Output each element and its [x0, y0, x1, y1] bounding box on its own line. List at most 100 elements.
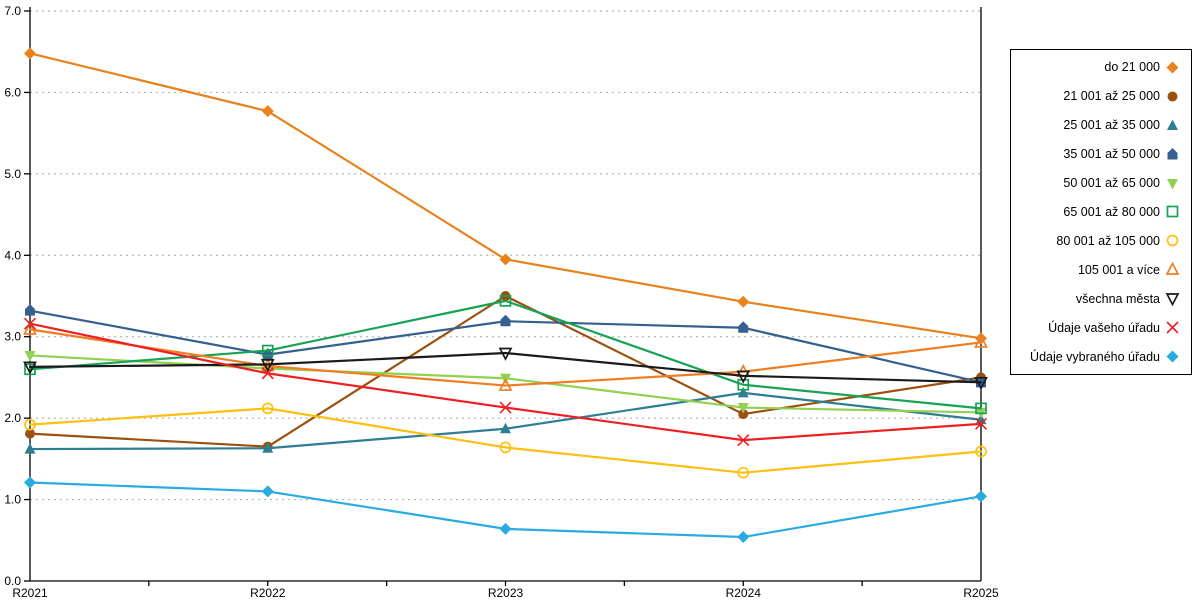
- series-4: [25, 304, 986, 388]
- data-point-marker: [261, 402, 274, 415]
- y-axis-tick-label: 6.0: [4, 85, 21, 99]
- data-point-marker: [24, 350, 36, 362]
- data-point-marker: [737, 403, 749, 414]
- y-axis-tick-label: 2.0: [4, 411, 21, 425]
- y-axis-tick-label: 0.0: [4, 574, 21, 588]
- data-point-marker: [736, 370, 751, 384]
- x-axis-tick-label: R2021: [12, 586, 48, 600]
- data-point-marker: [24, 418, 36, 431]
- legend-item-label: do 21 000: [1104, 60, 1160, 75]
- series-8: [23, 321, 988, 391]
- data-point-marker: [261, 105, 274, 118]
- series-10: [23, 317, 988, 447]
- series-3: [24, 386, 987, 454]
- data-point-marker: [499, 253, 512, 266]
- circle-marker-icon: [1166, 235, 1179, 247]
- data-point-marker: [262, 442, 274, 453]
- legend-item[interactable]: 80 001 až 105 000: [1011, 226, 1191, 255]
- legend-item-label: 21 001 až 25 000: [1063, 89, 1160, 104]
- data-point-marker: [23, 321, 37, 335]
- data-point-marker: [24, 443, 36, 454]
- x-axis-tick-label: R2024: [726, 586, 762, 600]
- legend-item[interactable]: 50 001 až 65 000: [1011, 169, 1191, 198]
- legend-marker-glyph: [1166, 61, 1179, 74]
- legend-marker-glyph: [1166, 235, 1179, 247]
- legend-item[interactable]: Údaje vybraného úřadu: [1011, 342, 1191, 371]
- data-point-marker: [24, 476, 36, 489]
- data-point-marker: [499, 522, 512, 535]
- data-point-marker: [24, 47, 36, 60]
- data-point-marker: [975, 490, 987, 503]
- legend-item-label: 80 001 až 105 000: [1056, 233, 1160, 248]
- data-point-marker: [737, 434, 750, 447]
- y-axis-tick-label: 3.0: [4, 330, 21, 344]
- data-point-marker: [500, 422, 511, 434]
- data-point-marker: [23, 361, 37, 375]
- data-point-marker: [737, 295, 750, 308]
- data-point-marker: [974, 417, 988, 430]
- y-axis-tick-label: 1.0: [4, 493, 21, 507]
- data-point-marker: [737, 386, 749, 398]
- data-point-marker: [499, 401, 512, 414]
- data-point-marker: [974, 376, 988, 391]
- series-11: [24, 476, 987, 544]
- square-marker-icon: [1166, 206, 1179, 218]
- diamond-marker-icon: [1166, 61, 1179, 74]
- legend-item[interactable]: všechna města: [1011, 284, 1191, 313]
- legend-item[interactable]: Údaje vašeho úřadu: [1011, 313, 1191, 342]
- series-7: [24, 402, 987, 479]
- data-point-marker: [261, 344, 274, 357]
- legend-item[interactable]: 25 001 až 35 000: [1011, 111, 1191, 140]
- data-point-marker: [974, 334, 988, 348]
- legend-marker-glyph: [1167, 91, 1178, 102]
- y-axis-tick-label: 7.0: [4, 4, 21, 18]
- legend-item[interactable]: 21 001 až 25 000: [1011, 82, 1191, 111]
- series-line: [28, 407, 983, 474]
- series-line: [28, 351, 983, 384]
- x-axis-tick-label: R2025: [963, 586, 999, 600]
- series-line: [28, 328, 983, 387]
- x-axis-tick-label: R2022: [250, 586, 286, 600]
- legend-item[interactable]: do 21 000: [1011, 53, 1191, 82]
- legend-item-label: 105 001 a více: [1077, 262, 1160, 277]
- legend-item-label: všechna města: [1075, 291, 1160, 306]
- triangle-down-marker-icon: [1165, 293, 1180, 307]
- data-point-marker: [23, 317, 37, 330]
- series-6: [24, 295, 987, 415]
- data-point-marker: [738, 409, 749, 420]
- legend-marker-glyph: [1165, 293, 1180, 307]
- legend-item-label: 35 001 až 50 000: [1063, 147, 1160, 162]
- legend-marker-glyph: [1166, 350, 1179, 363]
- legend-item-label: 65 001 až 80 000: [1063, 204, 1160, 219]
- data-point-marker: [498, 347, 513, 361]
- triangle-up-marker-icon: [1165, 262, 1180, 276]
- data-point-marker: [737, 466, 750, 479]
- legend-item[interactable]: 105 001 a více: [1011, 255, 1191, 284]
- triangle-up-marker-icon: [1167, 119, 1178, 130]
- legend-item-label: Údaje vašeho úřadu: [1048, 320, 1160, 335]
- legend-marker-glyph: [1166, 206, 1179, 218]
- diamond-marker-icon: [1166, 350, 1179, 363]
- y-axis-tick-label: 5.0: [4, 167, 21, 181]
- legend-marker-glyph: [1167, 147, 1178, 160]
- data-point-marker: [500, 314, 511, 327]
- data-point-marker: [261, 485, 274, 498]
- data-point-marker: [261, 367, 274, 380]
- legend-item[interactable]: 65 001 až 80 000: [1011, 198, 1191, 227]
- data-point-marker: [260, 359, 275, 373]
- legend-item-label: 50 001 až 65 000: [1063, 176, 1160, 191]
- chart-legend: do 21 000 21 001 až 25 000 25 001 až 35 00…: [1010, 49, 1192, 375]
- legend-marker-glyph: [1165, 262, 1180, 276]
- data-point-marker: [499, 441, 512, 454]
- legend-marker-glyph: [1166, 321, 1179, 334]
- circle-marker-icon: [1167, 91, 1178, 102]
- data-point-marker: [25, 304, 35, 316]
- x-axis-tick-label: R2023: [488, 586, 524, 600]
- x-marker-icon: [1166, 321, 1179, 334]
- legend-item[interactable]: 35 001 až 50 000: [1011, 140, 1191, 169]
- y-axis-tick-label: 4.0: [4, 248, 21, 262]
- legend-item-label: Údaje vybraného úřadu: [1030, 349, 1160, 364]
- data-point-marker: [25, 428, 35, 439]
- data-point-marker: [737, 531, 750, 544]
